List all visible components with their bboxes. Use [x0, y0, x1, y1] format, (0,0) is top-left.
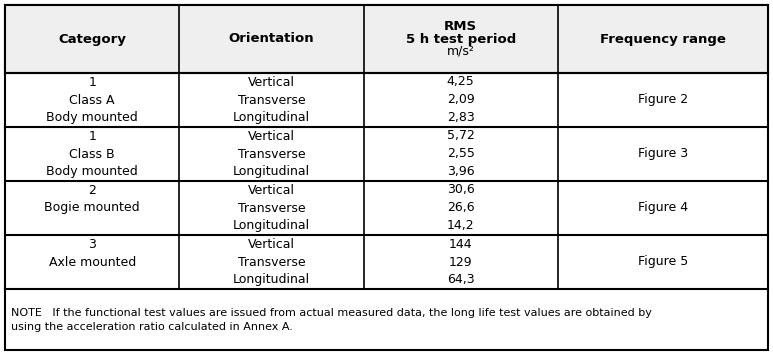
Text: 3,96: 3,96	[447, 165, 475, 179]
Text: Frequency range: Frequency range	[600, 33, 726, 45]
Text: Class A: Class A	[70, 93, 115, 106]
Text: Longitudinal: Longitudinal	[233, 219, 310, 233]
Text: 5 h test period: 5 h test period	[406, 33, 516, 45]
Text: Class B: Class B	[70, 147, 115, 160]
Text: Figure 5: Figure 5	[638, 256, 688, 268]
Text: Vertical: Vertical	[248, 184, 295, 197]
Text: 144: 144	[449, 237, 472, 251]
Bar	[5, 5, 768, 73]
Text: 4,25: 4,25	[447, 76, 475, 88]
Text: Body mounted: Body mounted	[46, 111, 138, 125]
Text: Longitudinal: Longitudinal	[233, 273, 310, 286]
Text: Vertical: Vertical	[248, 237, 295, 251]
Text: 2,09: 2,09	[447, 93, 475, 106]
Text: Body mounted: Body mounted	[46, 165, 138, 179]
Text: Transverse: Transverse	[237, 256, 305, 268]
Text: 2,55: 2,55	[447, 147, 475, 160]
Text: Figure 2: Figure 2	[638, 93, 688, 106]
Text: Axle mounted: Axle mounted	[49, 256, 136, 268]
Text: 3: 3	[88, 237, 96, 251]
Text: Longitudinal: Longitudinal	[233, 165, 310, 179]
Text: 26,6: 26,6	[447, 202, 475, 214]
Text: 5,72: 5,72	[447, 130, 475, 142]
Text: 64,3: 64,3	[447, 273, 475, 286]
Text: Figure 4: Figure 4	[638, 202, 688, 214]
Text: NOTE   If the functional test values are issued from actual measured data, the l: NOTE If the functional test values are i…	[11, 307, 652, 317]
Text: RMS: RMS	[444, 21, 477, 33]
Text: 2: 2	[88, 184, 96, 197]
Text: 1: 1	[88, 130, 96, 142]
Text: Longitudinal: Longitudinal	[233, 111, 310, 125]
Text: Bogie mounted: Bogie mounted	[44, 202, 140, 214]
Text: using the acceleration ratio calculated in Annex A.: using the acceleration ratio calculated …	[11, 322, 293, 332]
Text: Transverse: Transverse	[237, 202, 305, 214]
Text: 14,2: 14,2	[447, 219, 475, 233]
Text: Category: Category	[58, 33, 126, 45]
Text: Orientation: Orientation	[229, 33, 315, 45]
Text: Transverse: Transverse	[237, 93, 305, 106]
Text: Vertical: Vertical	[248, 130, 295, 142]
Text: 2,83: 2,83	[447, 111, 475, 125]
Text: m/s²: m/s²	[447, 44, 475, 58]
Text: Vertical: Vertical	[248, 76, 295, 88]
Text: 129: 129	[449, 256, 472, 268]
Text: 30,6: 30,6	[447, 184, 475, 197]
Text: Figure 3: Figure 3	[638, 147, 688, 160]
Text: 1: 1	[88, 76, 96, 88]
Text: Transverse: Transverse	[237, 147, 305, 160]
